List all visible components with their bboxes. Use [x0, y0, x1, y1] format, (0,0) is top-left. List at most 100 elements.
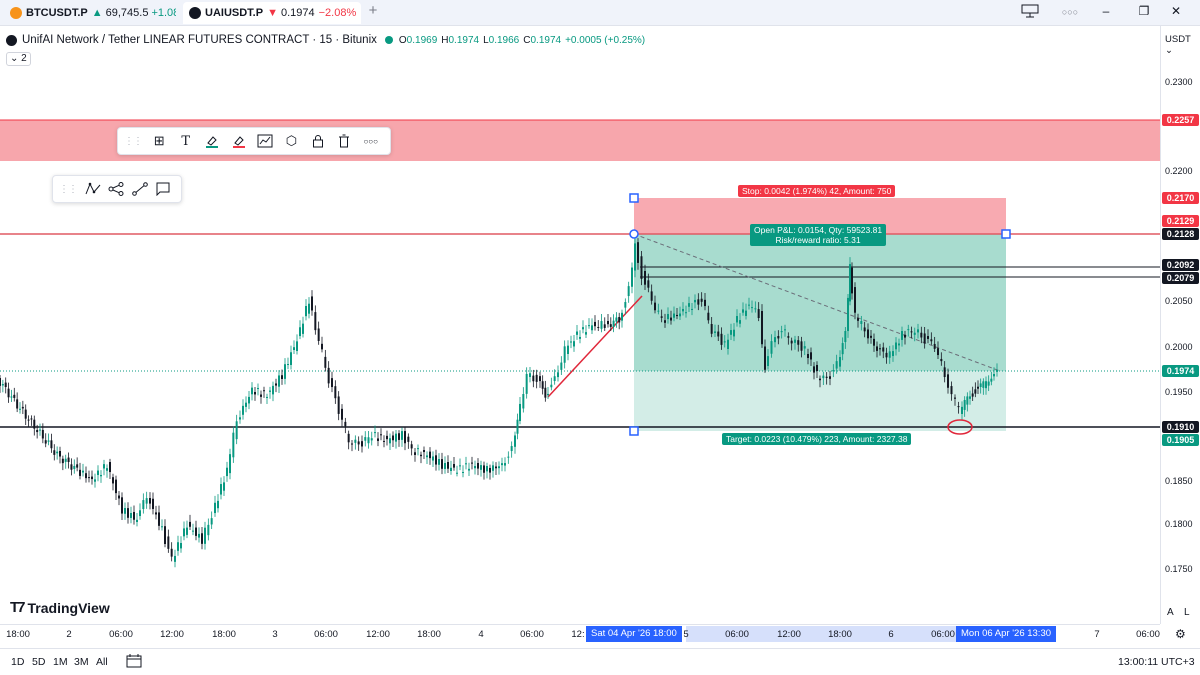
time-axis-label: 12:00 [160, 629, 184, 640]
text-icon[interactable]: T [181, 133, 190, 149]
layout-icon[interactable] [1020, 4, 1040, 21]
indicator-toggle[interactable]: ⌄ 2 [6, 52, 31, 66]
trendline-icon[interactable] [131, 178, 149, 200]
visibility-icon[interactable]: ⬡ [285, 133, 298, 148]
candle-body [447, 462, 449, 469]
range-1d-button[interactable]: 1D [11, 656, 25, 668]
more-icon[interactable]: ○○○ [1061, 7, 1079, 17]
time-range-selection [686, 626, 956, 642]
currency-label: USDT [1165, 34, 1191, 45]
candle-body [167, 536, 170, 549]
candle-body [82, 470, 84, 473]
calendar-icon[interactable] [126, 654, 142, 671]
range-5d-button[interactable]: 5D [32, 656, 46, 668]
candle-body [870, 335, 872, 338]
candle-body [780, 331, 783, 333]
candle-body [287, 363, 289, 365]
candle-body [50, 440, 53, 449]
time-axis[interactable]: 18:00 2 06:00 12:00 18:00 3 06:00 12:00 … [0, 624, 1160, 642]
position-handle-target [629, 426, 639, 436]
chevron-down-icon: ⌄ [1165, 45, 1173, 56]
symbol-title[interactable]: UnifAI Network / Tether LINEAR FUTURES C… [22, 34, 377, 46]
range-all-button[interactable]: All [96, 656, 108, 668]
grip-icon[interactable]: ⋮⋮ [59, 183, 78, 195]
chart-settings-icon[interactable] [255, 130, 275, 152]
candle-body [145, 498, 148, 504]
price-tag-0.2092: 0.2092 [1162, 259, 1199, 271]
tab-uaiusdt[interactable]: UAIUSDT.P ▼ 0.1974 −2.08% [183, 2, 361, 24]
candle-body [438, 459, 440, 465]
currency-select[interactable]: USDT ⌄ [1165, 34, 1200, 56]
candle-body [444, 462, 446, 469]
plus-icon[interactable]: + [368, 2, 378, 19]
candle-body [161, 526, 163, 528]
candle-body [882, 347, 885, 352]
log-scale-button[interactable]: L [1184, 607, 1190, 618]
range-1m-button[interactable]: 1M [53, 656, 68, 668]
lock-icon[interactable] [308, 130, 328, 152]
line-color-icon[interactable] [202, 130, 222, 152]
fill-color-icon[interactable] [228, 130, 248, 152]
price-axis-label: 0.2300 [1165, 77, 1193, 87]
candle-body [963, 399, 966, 410]
tab-arrow: ▲ [91, 7, 103, 19]
candle-body [235, 421, 238, 440]
callout-icon[interactable] [155, 178, 173, 200]
candle-body [410, 444, 413, 449]
candle-body [177, 542, 179, 551]
candle-body [284, 364, 286, 379]
candle-body [803, 346, 806, 349]
candle-body [456, 472, 458, 474]
candle-body [950, 386, 953, 395]
candle-body [854, 287, 856, 313]
candle-body [966, 396, 969, 405]
time-axis-label: 5 [683, 629, 689, 640]
delete-icon[interactable] [334, 130, 354, 152]
candle-body [822, 375, 825, 379]
time-axis-label: 12:00 [366, 629, 390, 640]
candle-body [535, 374, 538, 382]
pattern-icon[interactable] [84, 178, 102, 200]
range-3m-button[interactable]: 3M [74, 656, 89, 668]
candle-body [736, 316, 738, 323]
candle-body [293, 347, 295, 351]
candle-body [532, 375, 535, 382]
candle-body [742, 309, 744, 313]
share-icon[interactable] [108, 178, 126, 200]
candle-body [647, 280, 650, 288]
candle-body [933, 343, 936, 349]
candle-body [79, 469, 81, 476]
candle-body [631, 267, 633, 287]
price-axis-label: 0.2200 [1165, 166, 1193, 176]
restore-icon[interactable]: ❐ [1138, 4, 1150, 18]
price-axis[interactable]: 0.2300 0.2200 0.2050 0.2000 0.1950 0.185… [1160, 26, 1200, 624]
ohlc-change: +0.0005 (+0.25%) [565, 34, 646, 46]
symbol-header: UnifAI Network / Tether LINEAR FUTURES C… [6, 34, 649, 46]
candle-body [232, 432, 235, 458]
template-icon[interactable]: ⊞ [153, 133, 165, 148]
candle-body [974, 389, 977, 394]
candle-body [269, 390, 271, 392]
candle-body [492, 465, 494, 471]
candle-body [594, 321, 596, 327]
close-icon[interactable]: ✕ [1170, 4, 1182, 18]
more-icon[interactable]: ○○○ [363, 136, 378, 146]
candle-body [70, 464, 73, 470]
clock[interactable]: 13:00:11 UTC+3 [1118, 656, 1195, 668]
candle-body [486, 466, 488, 472]
auto-scale-button[interactable]: A [1167, 607, 1174, 618]
grip-icon[interactable]: ⋮⋮ [124, 135, 143, 147]
candle-body [844, 331, 847, 343]
candle-body [767, 356, 769, 367]
candle-body [697, 299, 700, 305]
pnl-label: Open P&L: 0.0154, Qty: 59523.81 Risk/rew… [750, 224, 887, 246]
candle-body [560, 362, 563, 370]
tab-bar: BTCUSDT.P ▲ 69,745.5 +1.08 UAIUSDT.P ▼ 0… [0, 0, 1200, 26]
tab-btcusdt[interactable]: BTCUSDT.P ▲ 69,745.5 +1.08 [4, 2, 176, 24]
minimize-icon[interactable]: – [1102, 4, 1110, 18]
time-axis-settings-icon[interactable]: ⚙ [1175, 627, 1186, 641]
candlestick-series [0, 238, 998, 568]
candle-body [961, 406, 963, 414]
candle-body [892, 351, 894, 357]
